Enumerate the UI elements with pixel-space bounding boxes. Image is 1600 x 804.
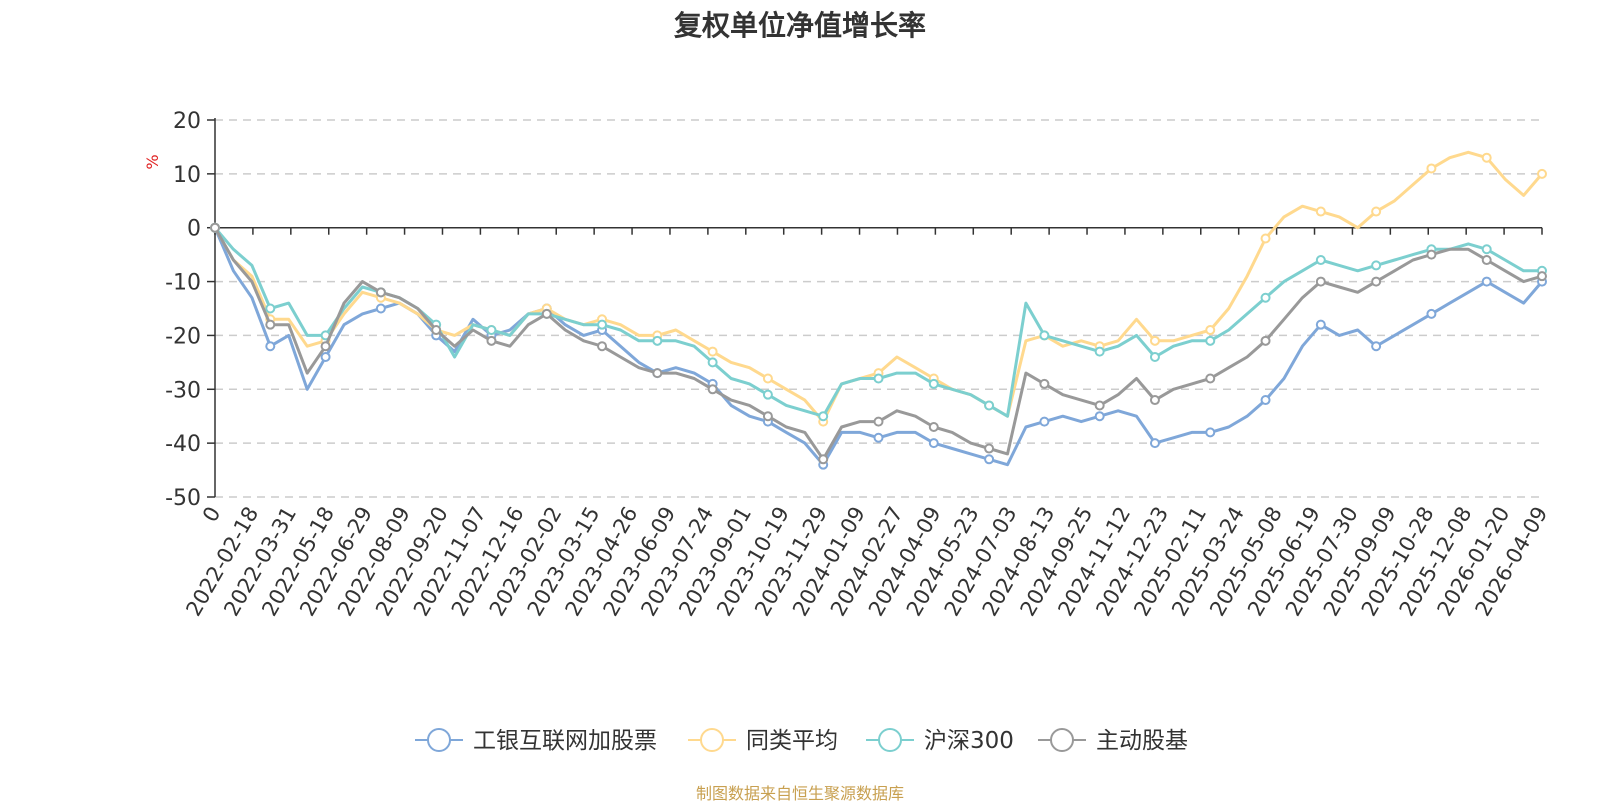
y-tick-label: 0: [187, 217, 201, 242]
data-point: [265, 319, 276, 330]
data-point: [984, 443, 995, 454]
legend[interactable]: 工银互联网加股票 同类平均 沪深300 主动股基: [415, 728, 1188, 754]
data-point: [597, 341, 608, 352]
data-point: [1094, 346, 1105, 357]
data-point: [707, 384, 718, 395]
data-point: [984, 400, 995, 411]
legend-marker: [1050, 728, 1074, 752]
data-point: [320, 341, 331, 352]
data-point: [1149, 438, 1160, 449]
data-point: [1149, 395, 1160, 406]
axes: 20100-10-20-30-40-50%02022-02-182022-03-…: [143, 109, 1552, 620]
data-point: [1039, 330, 1050, 341]
y-tick-label: -20: [165, 324, 201, 349]
legend-marker: [878, 728, 902, 752]
x-tick-label: 0: [198, 503, 225, 527]
y-tick-label: -40: [165, 432, 201, 457]
y-tick-label: -10: [165, 271, 201, 296]
data-point: [1371, 276, 1382, 287]
y-tick-label: 10: [173, 163, 201, 188]
data-point: [1205, 427, 1216, 438]
data-point: [1371, 341, 1382, 352]
series-lines: [210, 150, 1547, 470]
series-line: [213, 226, 1542, 418]
data-point: [818, 411, 829, 422]
legend-label: 沪深300: [924, 728, 1014, 754]
data-point: [1260, 395, 1271, 406]
data-point: [1426, 249, 1437, 260]
data-point: [1371, 206, 1382, 217]
data-point: [1481, 276, 1492, 287]
legend-item[interactable]: 沪深300: [866, 728, 1014, 754]
data-point: [652, 368, 663, 379]
data-point: [652, 335, 663, 346]
data-point: [1315, 255, 1326, 266]
data-point: [1481, 244, 1492, 255]
data-point: [1149, 351, 1160, 362]
data-point: [873, 373, 884, 384]
data-point: [597, 319, 608, 330]
series-line: [213, 227, 1544, 467]
data-point: [1094, 411, 1105, 422]
data-point: [1481, 152, 1492, 163]
data-point: [1481, 255, 1492, 266]
data-point: [1205, 335, 1216, 346]
data-point: [265, 303, 276, 314]
data-point: [1260, 233, 1271, 244]
data-point: [1426, 163, 1437, 174]
data-source-note: 制图数据来自恒生聚源数据库: [695, 784, 904, 803]
grid-lines: [215, 119, 1542, 498]
data-point: [928, 378, 939, 389]
legend-item[interactable]: 工银互联网加股票: [415, 728, 657, 754]
legend-label: 主动股基: [1096, 728, 1188, 754]
legend-item[interactable]: 主动股基: [1038, 728, 1188, 754]
data-point: [1426, 308, 1437, 319]
data-point: [1205, 325, 1216, 336]
data-point: [762, 389, 773, 400]
data-point: [1094, 400, 1105, 411]
data-point: [762, 373, 773, 384]
data-point: [431, 325, 442, 336]
data-point: [541, 308, 552, 319]
data-point: [707, 346, 718, 357]
data-point: [1537, 168, 1547, 179]
data-point: [1260, 335, 1271, 346]
data-point: [873, 432, 884, 443]
data-point: [1039, 416, 1050, 427]
legend-marker: [427, 728, 451, 752]
data-point: [928, 438, 939, 449]
data-point: [928, 421, 939, 432]
legend-item[interactable]: 同类平均: [688, 728, 838, 754]
data-point: [1315, 206, 1326, 217]
data-point: [375, 287, 386, 298]
legend-label: 工银互联网加股票: [473, 728, 657, 754]
data-point: [1315, 276, 1326, 287]
data-point: [210, 222, 220, 233]
data-point: [1371, 260, 1382, 271]
data-point: [818, 454, 829, 465]
data-point: [1315, 319, 1326, 330]
data-point: [1149, 335, 1160, 346]
legend-label: 同类平均: [746, 728, 838, 754]
legend-marker: [700, 728, 724, 752]
y-tick-label: -50: [165, 486, 201, 511]
data-point: [707, 357, 718, 368]
data-point: [486, 325, 497, 336]
data-point: [984, 454, 995, 465]
data-point: [1205, 373, 1216, 384]
chart-title: 复权单位净值增长率: [673, 9, 926, 42]
data-point: [762, 411, 773, 422]
data-point: [873, 416, 884, 427]
data-point: [1260, 292, 1271, 303]
data-point: [1537, 271, 1547, 282]
y-axis-unit: %: [143, 154, 162, 169]
data-point: [320, 351, 331, 362]
data-point: [265, 341, 276, 352]
data-point: [375, 303, 386, 314]
y-tick-label: -30: [165, 378, 201, 403]
data-point: [1039, 378, 1050, 389]
data-point: [486, 335, 497, 346]
y-tick-label: 20: [173, 109, 201, 134]
